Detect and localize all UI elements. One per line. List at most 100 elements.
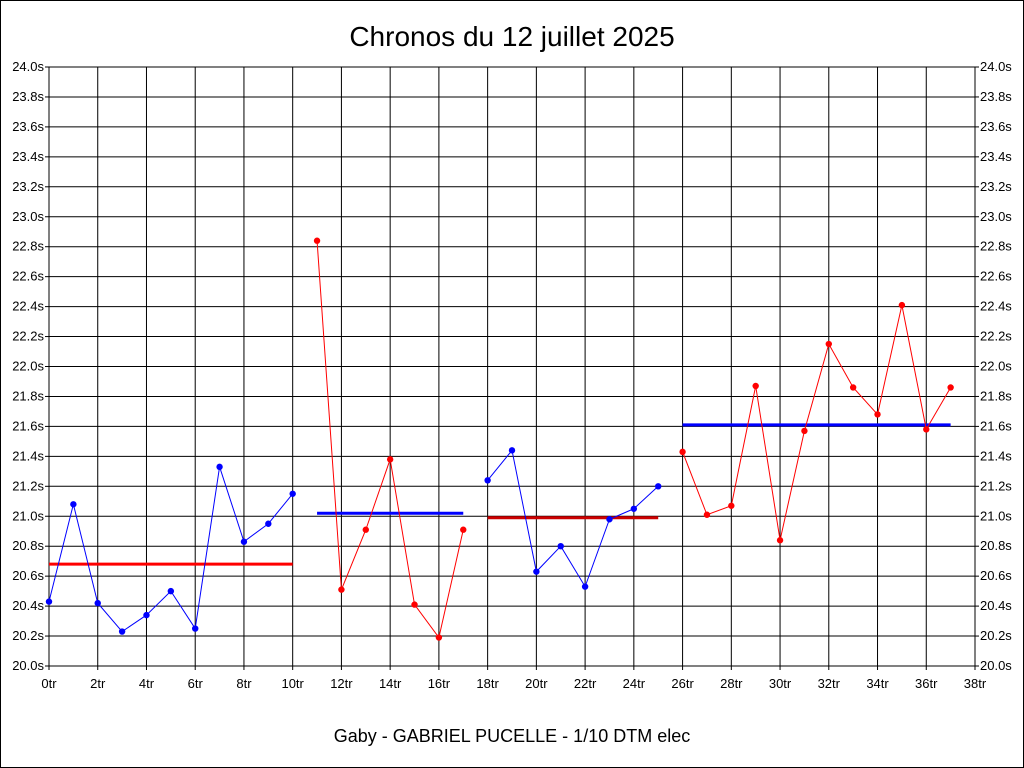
- y-tick-label: 21.0s: [12, 508, 44, 523]
- x-tick-label: 24tr: [623, 676, 646, 691]
- data-point: [143, 611, 150, 619]
- series-points: [45, 237, 954, 641]
- data-point: [460, 526, 467, 533]
- series-lines: [48, 240, 952, 639]
- data-point: [362, 526, 369, 533]
- x-tick-label: 28tr: [720, 676, 743, 691]
- data-point: [508, 447, 516, 454]
- data-point: [703, 511, 711, 518]
- y-tick-label: 21.2s: [12, 478, 44, 493]
- y-tick-label: 23.2s: [12, 179, 44, 194]
- x-tick-label: 36tr: [915, 676, 938, 691]
- y-tick-label: 21.0s: [980, 508, 1012, 523]
- data-point: [655, 483, 662, 490]
- data-point: [533, 568, 540, 575]
- y-tick-label: 21.6s: [980, 418, 1012, 433]
- y-tick-label: 21.2s: [980, 478, 1012, 493]
- y-tick-label: 23.4s: [12, 149, 44, 164]
- y-tick-label: 24.0s: [12, 59, 44, 74]
- y-tick-label: 22.2s: [12, 329, 44, 344]
- y-tick-label: 20.2s: [980, 628, 1012, 643]
- chart-subtitle: Gaby - GABRIEL PUCELLE - 1/10 DTM elec: [334, 726, 690, 746]
- data-point: [606, 516, 613, 523]
- x-tick-label: 18tr: [476, 676, 499, 691]
- data-point: [289, 490, 296, 497]
- data-point: [752, 382, 759, 390]
- y-tick-label: 22.6s: [12, 269, 44, 284]
- x-tick-label: 20tr: [525, 676, 548, 691]
- y-tick-label: 21.4s: [12, 448, 44, 463]
- y-tick-label: 20.4s: [12, 598, 44, 613]
- data-point: [118, 628, 126, 635]
- y-tick-label: 23.0s: [12, 209, 44, 224]
- data-point: [240, 538, 248, 545]
- x-tick-label: 16tr: [428, 676, 451, 691]
- y-tick-label: 21.6s: [12, 418, 44, 433]
- y-tick-label: 23.8s: [12, 89, 44, 104]
- y-tick-label: 20.2s: [12, 628, 44, 643]
- y-tick-label: 23.6s: [980, 119, 1012, 134]
- data-point: [776, 537, 784, 544]
- x-tick-label: 32tr: [818, 676, 841, 691]
- x-tick-label: 6tr: [188, 676, 204, 691]
- y-axis-left: 20.0s 20.2s 20.4s 20.6s 20.8s 21.0s 21.2s 21.4s…: [12, 59, 44, 673]
- y-axis-right: 20.0s 20.2s 20.4s 20.6s 20.8s 21.0s 21.2s 21.4s…: [980, 59, 1012, 673]
- grid: [45, 66, 979, 670]
- y-tick-label: 20.8s: [12, 538, 44, 553]
- x-tick-label: 30tr: [769, 676, 792, 691]
- data-point: [411, 601, 418, 608]
- x-tick-label: 12tr: [330, 676, 353, 691]
- data-point: [679, 448, 686, 456]
- series-line: [48, 466, 294, 633]
- data-point: [313, 237, 321, 244]
- data-point: [728, 502, 735, 509]
- x-tick-label: 34tr: [866, 676, 889, 691]
- y-tick-label: 23.2s: [980, 179, 1012, 194]
- y-tick-label: 21.4s: [980, 448, 1012, 463]
- y-tick-label: 20.6s: [12, 568, 44, 583]
- data-point: [435, 634, 443, 641]
- data-point: [898, 301, 906, 309]
- data-point: [630, 505, 638, 512]
- y-tick-label: 21.8s: [12, 388, 44, 403]
- data-point: [45, 598, 53, 605]
- chart-title: Chronos du 12 juillet 2025: [349, 21, 674, 52]
- y-tick-label: 23.0s: [980, 209, 1012, 224]
- x-axis: 0tr 2tr 4tr 6tr 8tr 10tr 12tr 14tr 16tr 18tr 20tr 2…: [41, 676, 986, 691]
- x-tick-label: 26tr: [671, 676, 694, 691]
- y-tick-label: 24.0s: [980, 59, 1012, 74]
- y-tick-label: 22.4s: [980, 299, 1012, 314]
- y-tick-label: 23.4s: [980, 149, 1012, 164]
- data-point: [557, 543, 564, 550]
- y-tick-label: 23.8s: [980, 89, 1012, 104]
- x-tick-label: 14tr: [379, 676, 402, 691]
- data-point: [849, 384, 857, 391]
- y-tick-label: 21.8s: [980, 388, 1012, 403]
- data-point: [265, 520, 272, 527]
- data-point: [338, 586, 345, 593]
- y-tick-label: 22.6s: [980, 269, 1012, 284]
- x-tick-label: 22tr: [574, 676, 597, 691]
- y-tick-label: 22.4s: [12, 299, 44, 314]
- y-tick-label: 22.8s: [12, 239, 44, 254]
- y-tick-label: 22.0s: [12, 359, 44, 374]
- y-tick-label: 20.0s: [12, 658, 44, 673]
- data-point: [192, 625, 199, 632]
- data-point: [386, 456, 394, 463]
- data-point: [874, 411, 881, 418]
- y-tick-label: 20.8s: [980, 538, 1012, 553]
- y-tick-label: 20.4s: [980, 598, 1012, 613]
- series-line: [487, 449, 659, 588]
- data-point: [581, 583, 589, 590]
- data-point: [801, 427, 808, 435]
- x-tick-label: 4tr: [139, 676, 155, 691]
- y-tick-label: 22.0s: [980, 359, 1012, 374]
- x-tick-label: 0tr: [41, 676, 57, 691]
- y-tick-label: 20.0s: [980, 658, 1012, 673]
- data-point: [216, 463, 223, 471]
- data-point: [947, 384, 954, 391]
- y-tick-label: 23.6s: [12, 119, 44, 134]
- y-tick-label: 22.8s: [980, 239, 1012, 254]
- average-lines: [49, 423, 951, 566]
